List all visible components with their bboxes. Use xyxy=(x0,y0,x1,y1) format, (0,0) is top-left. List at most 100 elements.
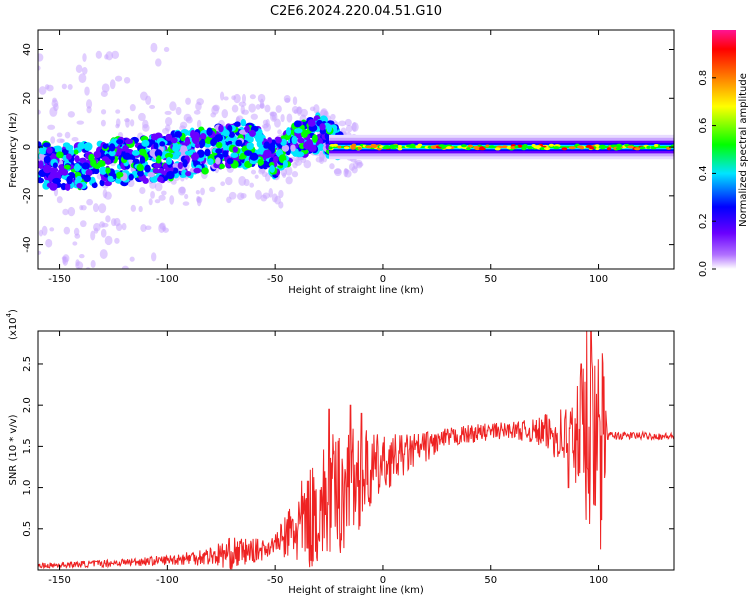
spectrogram-cell xyxy=(262,192,270,199)
spectrogram-cell xyxy=(105,51,114,61)
spectrogram-cell xyxy=(207,158,214,166)
spectrogram-cell xyxy=(199,132,207,141)
spectrogram-cell xyxy=(254,174,259,179)
spectrogram-cell xyxy=(67,206,76,217)
spectrogram-cell xyxy=(291,171,299,178)
spectrogram-cell xyxy=(42,142,51,148)
spectrogram-cell xyxy=(222,144,228,152)
spectrogram-cell xyxy=(150,42,158,53)
spectrogram-cell xyxy=(165,157,173,165)
spectrogram-cell xyxy=(139,187,146,195)
spectrogram-cell xyxy=(67,111,75,118)
spectrogram-cell xyxy=(179,121,188,129)
colorbar-tick-label: 0.4 xyxy=(698,165,709,181)
spectrogram-cell xyxy=(274,118,281,128)
spectrogram-cell xyxy=(79,220,87,228)
spectrogram-cell xyxy=(192,131,200,141)
spectrogram-cell xyxy=(104,191,112,200)
spectrogram-cell xyxy=(174,130,183,138)
spectrogram-cell xyxy=(144,164,151,173)
spectrogram-cell xyxy=(196,119,202,129)
spectrogram-cell xyxy=(163,46,170,53)
spectrogram-cell xyxy=(100,119,106,127)
spectrogram-cell xyxy=(98,203,107,214)
spectrogram-cell xyxy=(63,226,71,235)
snr-xtick-label: -100 xyxy=(156,575,179,586)
spectrogram-cell xyxy=(478,147,486,151)
spectrogram-cell xyxy=(182,159,188,168)
spectrogram-cell xyxy=(100,109,107,115)
spectrogram-cell xyxy=(313,104,320,114)
spectrogram-cell xyxy=(155,58,162,67)
spectrogram-cell xyxy=(226,196,232,204)
spectrogram-cell xyxy=(81,67,88,75)
spectrogram-cell xyxy=(49,106,58,117)
spectrogram-cell xyxy=(99,166,108,175)
spectrogram-cell xyxy=(64,131,71,139)
spectrogram-cell xyxy=(300,129,309,138)
spectrogram-cell xyxy=(166,170,175,180)
spectrogram-cell xyxy=(372,143,377,147)
spectrogram-cell xyxy=(303,160,312,169)
spectrogram-cell xyxy=(257,158,264,166)
spectrogram-cell xyxy=(561,147,568,151)
spectrogram-cell xyxy=(66,153,72,160)
spectrogram-cell xyxy=(93,167,100,175)
spectrogram-cell xyxy=(115,118,121,127)
spectrogram-cell xyxy=(285,127,292,136)
spectrogram-cell xyxy=(138,148,147,156)
spectrogram-cell xyxy=(329,143,335,147)
spectrogram-cell xyxy=(109,79,116,90)
spectrogram-panel: -150 -100 -50 0 50 100 -40 -20 0 20 40 Height of s… xyxy=(8,29,675,296)
spectrogram-cell xyxy=(248,103,256,113)
spectrogram-cell xyxy=(312,134,318,143)
spectrogram-cell xyxy=(149,104,156,109)
spectrogram-cell xyxy=(84,86,90,96)
spectrogram-cell xyxy=(99,179,105,187)
spectrogram-cell xyxy=(79,205,84,211)
spectrogram-cell xyxy=(121,222,127,231)
spectrogram-cell xyxy=(165,133,173,141)
spectrogram-cell xyxy=(116,147,122,156)
spectrogram-cell xyxy=(76,120,85,125)
snr-xtick-label: 100 xyxy=(589,575,608,586)
spectrogram-cell xyxy=(460,144,467,148)
spectrogram-cell xyxy=(122,152,132,160)
spectrogram-cell xyxy=(485,144,490,148)
snr-panel: -150 -100 -50 0 50 100 0.5 1.0 1.5 2.0 2.5 Height … xyxy=(5,309,675,596)
spectrogram-cell xyxy=(385,145,391,149)
spectrogram-cell xyxy=(83,142,93,151)
spectrogram-cell xyxy=(90,260,96,268)
spectrogram-cell xyxy=(594,144,600,148)
spectrogram-cell xyxy=(52,177,62,184)
spectrogram-cell xyxy=(263,149,272,158)
spectrogram-cell xyxy=(221,109,229,119)
spectrogram-cell xyxy=(255,134,264,143)
spectrogram-cell xyxy=(123,76,131,84)
spectrogram-cell xyxy=(47,124,56,130)
spectrogram-cell xyxy=(131,149,140,156)
spectrogram-cell xyxy=(255,104,261,110)
spectrogram-cell xyxy=(61,83,67,90)
spectrogram-cell xyxy=(111,50,120,59)
spectrogram-cell xyxy=(214,134,224,142)
spectrogram-xtick-label: 100 xyxy=(589,274,608,285)
spectrogram-cell xyxy=(116,171,124,178)
spectrogram-cell xyxy=(46,146,53,154)
spectrogram-cell xyxy=(467,144,473,148)
spectrogram-cell xyxy=(101,83,110,93)
spectrogram-cell xyxy=(59,138,65,143)
spectrogram-cell xyxy=(125,117,130,128)
spectrogram-cell xyxy=(278,189,284,199)
spectrogram-cell xyxy=(86,198,94,206)
snr-xtick-label: -150 xyxy=(48,575,71,586)
spectrogram-cell xyxy=(215,148,223,154)
spectrogram-xtick-label: -50 xyxy=(267,274,283,285)
spectrogram-cell xyxy=(97,159,106,168)
spectrogram-cell xyxy=(250,113,258,120)
spectrogram-cell xyxy=(357,146,362,150)
spectrogram-xtick-label: -100 xyxy=(156,274,179,285)
spectrogram-cell xyxy=(286,113,293,123)
spectrogram-cell xyxy=(184,150,194,156)
